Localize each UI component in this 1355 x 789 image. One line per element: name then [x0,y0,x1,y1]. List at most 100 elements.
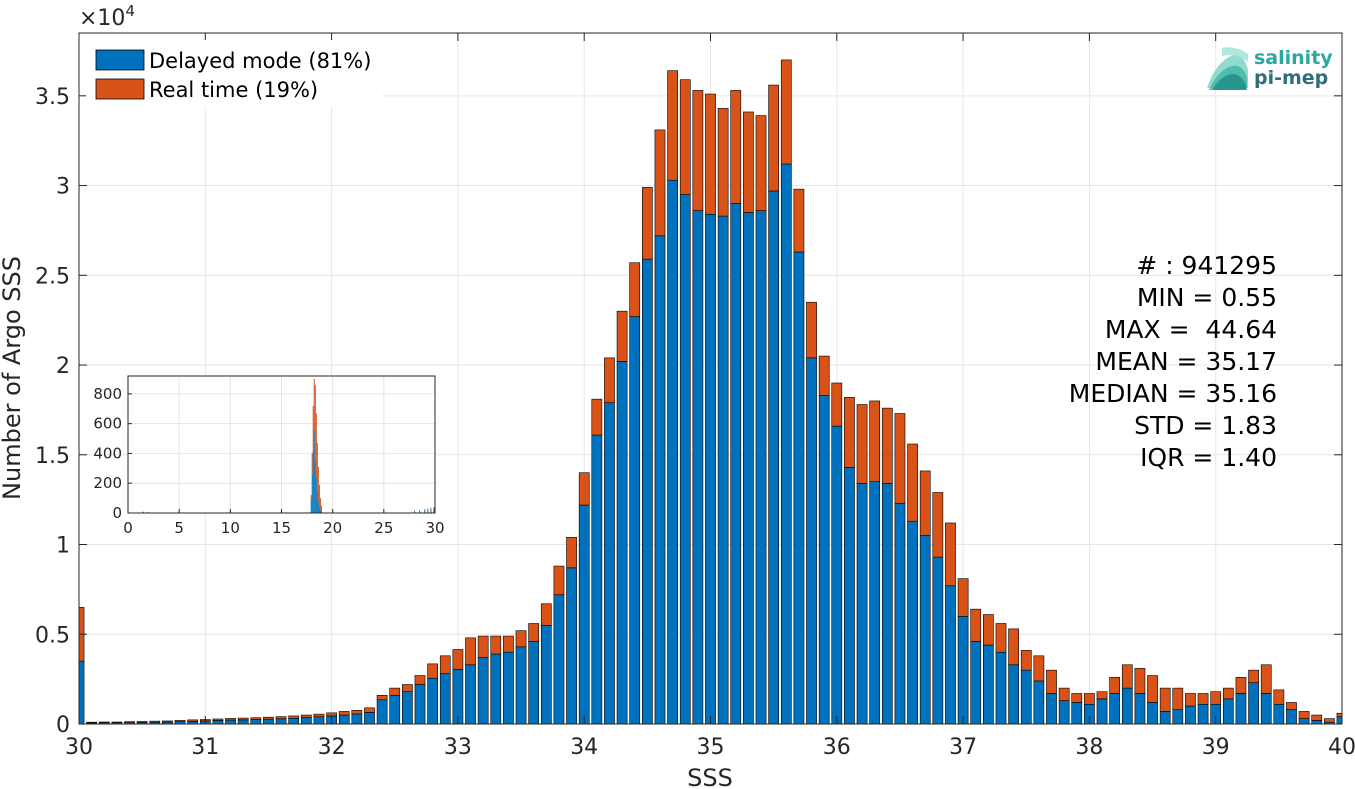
bar-real-time [250,717,262,720]
bar-real-time [1273,689,1285,705]
inset-x-tick-label: 5 [174,519,184,537]
bar-delayed-mode [578,504,590,725]
bar-delayed-mode [212,720,224,725]
bar-real-time [1046,669,1057,694]
bar-real-time [1121,664,1133,689]
bar-real-time [919,470,931,536]
bar-real-time [124,721,135,723]
bar-delayed-mode [768,190,780,725]
inset-y-tick-label: 200 [93,474,122,492]
bar-delayed-mode [1058,700,1070,725]
bar-delayed-mode [477,657,489,725]
bar-real-time [1185,693,1196,707]
y-tick-label: 1.5 [35,444,70,469]
legend: Delayed mode (81%) Real time (19%) [86,40,382,106]
bar-real-time [629,262,641,317]
inset-bar-real-time [311,453,313,475]
bar-delayed-mode [806,357,817,725]
bar-delayed-mode [237,719,249,725]
bar-delayed-mode [717,215,729,725]
stat-std: STD = 1.83 [1134,411,1277,440]
bar-delayed-mode [490,653,502,725]
bar-real-time [604,357,615,404]
bar-delayed-mode [1147,702,1158,725]
inset-bar-delayed-mode [315,477,317,513]
bar-delayed-mode [376,699,388,725]
bar-delayed-mode [1260,693,1272,725]
bar-delayed-mode [869,481,881,725]
inset-y-tick-label: 0 [112,504,122,522]
x-tick-label: 32 [318,735,346,760]
bar-delayed-mode [780,163,792,725]
salinity-pi-mep-logo: salinity pi-mep [1207,47,1333,90]
bar-delayed-mode [364,712,375,725]
bar-delayed-mode [983,644,994,725]
legend-label-delayed: Delayed mode (81%) [149,49,371,73]
inset-bar-real-time [312,405,314,451]
bar-real-time [1235,677,1247,694]
bar-delayed-mode [755,210,767,725]
inset-bar-real-time [317,466,319,502]
bar-delayed-mode [1071,702,1083,725]
bar-delayed-mode [844,467,855,725]
bar-real-time [1096,691,1108,700]
bar-real-time [1286,702,1297,710]
bar-delayed-mode [995,651,1007,725]
bar-real-time [225,718,236,721]
x-tick-label: 35 [697,735,725,760]
bar-real-time [1222,687,1234,700]
inset-bar-delayed-mode [318,507,320,513]
inset-bar-delayed-mode [433,508,435,513]
x-tick-label: 38 [1075,735,1103,760]
bar-delayed-mode [427,677,438,725]
bar-delayed-mode [1046,693,1057,725]
bar-real-time [528,623,540,642]
bar-delayed-mode [1020,669,1032,725]
inset-bar-delayed-mode [313,429,315,513]
bar-real-time [477,635,489,658]
bar-delayed-mode [692,210,704,725]
bar-real-time [503,635,514,653]
bar-delayed-mode [679,194,691,725]
y-tick-label: 2.5 [35,264,70,289]
bar-delayed-mode [1033,680,1045,725]
x-tick-label: 36 [823,735,851,760]
x-tick-label: 39 [1202,735,1230,760]
inset-bar-delayed-mode [311,474,313,513]
x-tick-label: 37 [949,735,977,760]
bar-delayed-mode [730,203,742,725]
inset-x-tick-label: 10 [221,519,240,537]
y-tick-label: 1 [56,534,70,559]
bar-real-time [1311,714,1323,721]
bar-real-time [705,93,716,215]
x-tick-label: 33 [444,735,472,760]
bar-delayed-mode [1248,682,1259,725]
wave-logo-icon [1207,47,1248,90]
bar-delayed-mode [250,719,262,725]
y-axis-title: Number of Argo SSS [0,256,26,500]
bar-real-time [654,129,666,237]
bar-real-time [970,608,982,642]
stat-max: MAX = 44.64 [1105,315,1277,344]
bars [78,59,1343,725]
inset-bar-real-time [430,507,432,509]
x-tick-label: 40 [1328,735,1355,760]
bar-real-time [844,397,855,468]
inset-y-tick-label: 800 [93,385,122,403]
bar-delayed-mode [932,556,944,725]
bar-real-time [591,398,603,436]
bar-real-time [856,404,868,484]
bar-delayed-mode [945,585,956,725]
bar-delayed-mode [881,483,893,725]
bar-real-time [1084,693,1095,705]
bar-real-time [174,720,186,722]
bar-delayed-mode [503,651,514,725]
bar-delayed-mode [629,316,641,725]
bar-delayed-mode [402,691,413,725]
legend-swatch-delayed [95,49,145,71]
bar-real-time [553,565,565,596]
bar-real-time [743,111,754,213]
inset-bar-real-time [320,505,322,512]
bar-delayed-mode [743,212,754,725]
